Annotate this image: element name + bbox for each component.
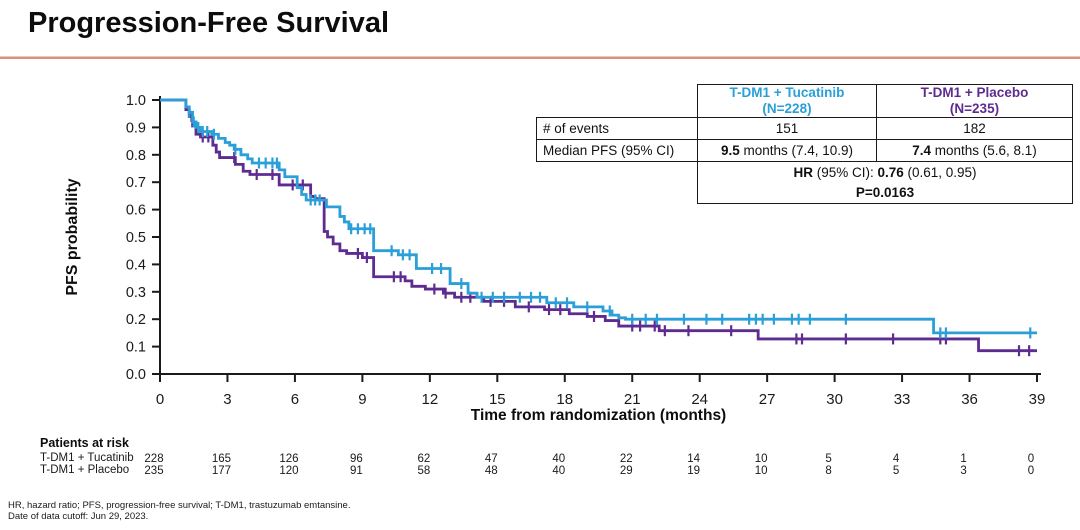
risk-count: 58 <box>417 465 430 477</box>
median-value-tucatinib: 9.5 <box>720 143 740 158</box>
stats-table: T-DM1 + Tucatinib (N=228) T-DM1 + Placeb… <box>536 84 1073 204</box>
events-count-tucatinib: 151 <box>697 117 877 140</box>
arm-n-tucatinib: (N=228) <box>762 101 812 116</box>
risk-count: 62 <box>417 453 430 465</box>
y-tick-label: 0.0 <box>126 367 146 383</box>
y-tick-label: 0.1 <box>126 340 146 356</box>
risk-count: 177 <box>212 465 231 477</box>
risk-count: 10 <box>755 453 768 465</box>
risk-count: 3 <box>960 465 966 477</box>
risk-row-label-placebo: T-DM1 + Placebo <box>40 464 130 476</box>
km-curve-tucatinib <box>160 98 1037 335</box>
x-tick-label: 36 <box>961 391 978 408</box>
hr-line: HR (95% CI): 0.76 (0.61, 0.95) <box>698 163 1072 183</box>
stats-header-tucatinib: T-DM1 + Tucatinib (N=228) <box>697 84 877 118</box>
risk-count: 165 <box>212 453 231 465</box>
stats-blank-cell <box>537 85 698 118</box>
hr-value: 0.76 <box>877 164 904 180</box>
events-row-label: # of events <box>536 117 698 140</box>
y-tick-label: 0.8 <box>126 148 146 164</box>
footnote-cutoff: Date of data cutoff: Jun 29, 2023. <box>8 511 149 522</box>
x-tick-label: 0 <box>156 391 164 408</box>
hr-pvalue-cell: HR (95% CI): 0.76 (0.61, 0.95) P=0.0163 <box>697 161 1073 204</box>
x-tick-label: 30 <box>826 391 843 408</box>
median-pfs-placebo: 7.4 months (5.6, 8.1) <box>876 139 1073 162</box>
risk-count: 8 <box>825 465 831 477</box>
risk-count: 5 <box>893 465 899 477</box>
footnote-abbreviations: HR, hazard ratio; PFS, progression-free … <box>8 500 351 511</box>
stats-hr-row: HR (95% CI): 0.76 (0.61, 0.95) P=0.0163 <box>537 161 1073 204</box>
y-tick-label: 0.7 <box>126 175 146 191</box>
median-ci-placebo: months (5.6, 8.1) <box>930 143 1037 158</box>
risk-count: 14 <box>687 453 700 465</box>
median-row-label: Median PFS (95% CI) <box>536 139 698 162</box>
risk-count: 1 <box>960 453 966 465</box>
arm-n-placebo: (N=235) <box>949 101 1000 116</box>
arm-name-placebo: T-DM1 + Placebo <box>920 85 1029 100</box>
p-value: P=0.0163 <box>855 184 915 200</box>
risk-count: 4 <box>893 453 900 465</box>
x-tick-label: 33 <box>894 391 911 408</box>
y-tick-label: 0.9 <box>126 120 146 136</box>
risk-count: 120 <box>279 465 298 477</box>
hr-ci-label: (95% CI): <box>812 164 878 180</box>
patients-at-risk-heading: Patients at risk <box>40 436 129 450</box>
x-tick-label: 39 <box>1029 391 1046 408</box>
risk-count: 5 <box>825 453 831 465</box>
y-axis-label: PFS probability <box>64 178 81 296</box>
x-tick-label: 18 <box>556 391 573 408</box>
hr-ci-value: (0.61, 0.95) <box>903 164 977 180</box>
risk-count: 19 <box>687 465 700 477</box>
stats-blank-cell-2 <box>537 162 698 204</box>
risk-count: 91 <box>350 465 363 477</box>
stats-header-placebo: T-DM1 + Placebo (N=235) <box>876 84 1073 118</box>
stats-median-row: Median PFS (95% CI) 9.5 months (7.4, 10.… <box>536 139 1073 162</box>
x-tick-label: 12 <box>422 391 439 408</box>
x-tick-label: 3 <box>223 391 231 408</box>
risk-count: 126 <box>279 453 298 465</box>
y-tick-label: 0.6 <box>126 203 146 219</box>
stats-header-row: T-DM1 + Tucatinib (N=228) T-DM1 + Placeb… <box>537 84 1073 118</box>
y-tick-label: 1.0 <box>126 93 146 109</box>
x-axis-label: Time from randomization (months) <box>470 407 727 424</box>
risk-count: 48 <box>485 465 498 477</box>
stats-events-row: # of events 151 182 <box>536 117 1073 140</box>
risk-count: 47 <box>485 453 498 465</box>
risk-count: 235 <box>144 465 163 477</box>
arm-name-tucatinib: T-DM1 + Tucatinib <box>729 85 845 100</box>
y-tick-label: 0.2 <box>126 312 146 328</box>
risk-count: 40 <box>552 465 565 477</box>
median-pfs-tucatinib: 9.5 months (7.4, 10.9) <box>697 139 877 162</box>
y-tick-label: 0.5 <box>126 230 146 246</box>
events-count-placebo: 182 <box>876 117 1073 140</box>
median-ci-tucatinib: months (7.4, 10.9) <box>739 143 854 158</box>
risk-count: 96 <box>350 453 363 465</box>
risk-count: 0 <box>1028 453 1034 465</box>
p-value-line: P=0.0163 <box>698 183 1072 203</box>
x-tick-label: 24 <box>691 391 708 408</box>
km-curve-placebo <box>160 98 1037 353</box>
x-tick-label: 9 <box>358 391 366 408</box>
risk-count: 10 <box>755 465 768 477</box>
risk-count: 228 <box>144 453 163 465</box>
median-value-placebo: 7.4 <box>912 143 931 158</box>
risk-count: 22 <box>620 453 633 465</box>
hr-label: HR <box>793 164 813 180</box>
risk-row-label-tucatinib: T-DM1 + Tucatinib <box>40 452 134 464</box>
y-tick-label: 0.3 <box>126 285 146 301</box>
x-tick-label: 27 <box>759 391 776 408</box>
title-divider <box>0 56 1080 59</box>
x-tick-label: 6 <box>291 391 299 408</box>
risk-count: 40 <box>552 453 565 465</box>
risk-count: 0 <box>1028 465 1034 477</box>
risk-count: 29 <box>620 465 633 477</box>
page-title: Progression-Free Survival <box>28 7 390 39</box>
x-tick-label: 21 <box>624 391 641 408</box>
x-tick-label: 15 <box>489 391 506 408</box>
y-tick-label: 0.4 <box>126 257 146 273</box>
